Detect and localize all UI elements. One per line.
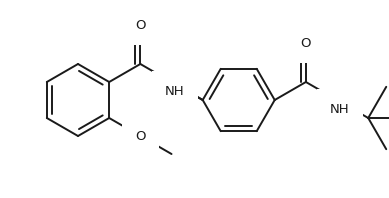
Text: NH: NH xyxy=(165,85,184,97)
Text: NH: NH xyxy=(330,103,350,115)
Text: O: O xyxy=(135,19,145,32)
Text: O: O xyxy=(135,129,145,143)
Text: O: O xyxy=(301,37,311,50)
